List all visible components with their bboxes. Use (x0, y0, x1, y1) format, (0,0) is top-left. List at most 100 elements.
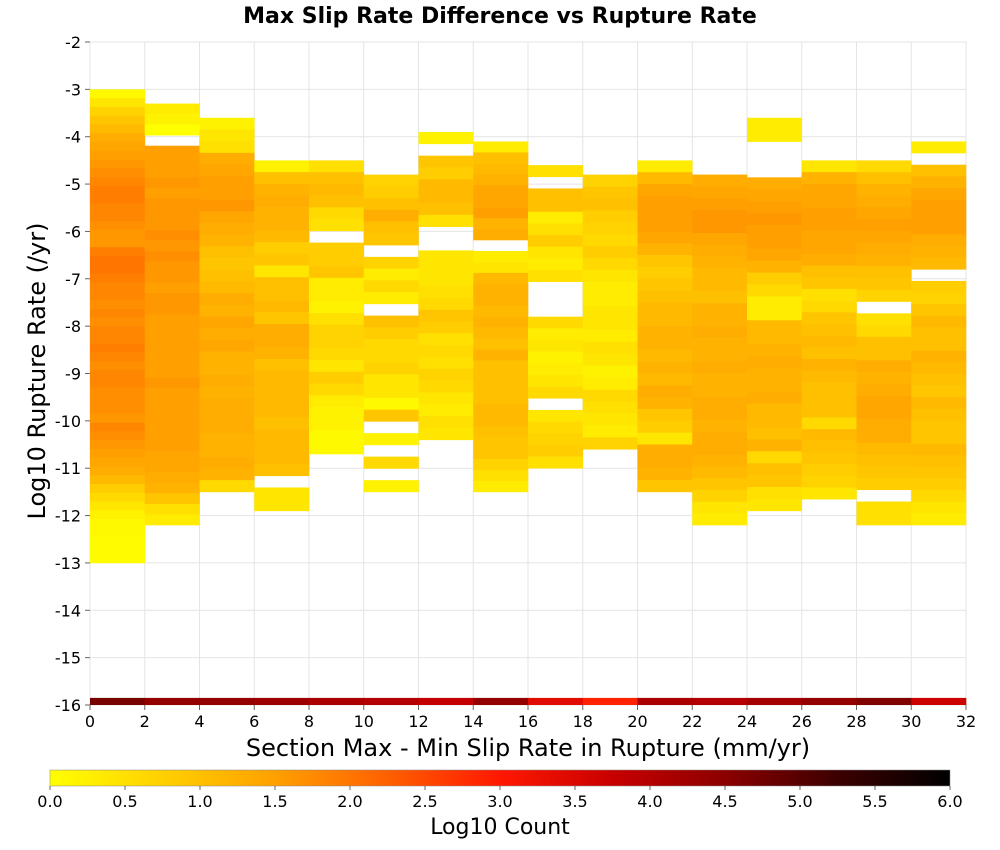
heatmap-cell (254, 312, 310, 325)
heatmap-cell (856, 430, 912, 444)
heatmap-cell (144, 230, 200, 241)
heatmap-cell (90, 475, 146, 485)
y-tick-label: -12 (55, 507, 81, 526)
y-tick-label: -14 (55, 601, 81, 620)
heatmap-cell (418, 179, 474, 192)
heatmap-cell (199, 199, 255, 212)
heatmap-cell (199, 410, 255, 423)
heatmap-cell (582, 186, 638, 199)
x-tick-label: 18 (573, 712, 593, 731)
heatmap-cell (692, 197, 748, 210)
heatmap-cell (692, 489, 748, 502)
heatmap-cell (801, 207, 857, 220)
heatmap-cell (309, 430, 365, 443)
heatmap-cell (309, 371, 365, 384)
heatmap-cell (528, 200, 584, 213)
heatmap-cell (418, 214, 474, 227)
heatmap-cell (144, 251, 200, 262)
heatmap-cell (637, 314, 693, 327)
heatmap-cell (747, 296, 803, 309)
heatmap-cell (801, 358, 857, 371)
x-tick-label: 22 (682, 712, 702, 731)
heatmap-cell (90, 194, 146, 204)
heatmap-cell (254, 464, 310, 477)
colorbar-ticks: 0.0 0.5 1.0 1.5 2.0 2.5 3.0 3.5 4.0 4.5 5.0 5.5 6.0 (37, 786, 963, 811)
heatmap-cell (199, 445, 255, 458)
heatmap-cell (418, 167, 474, 180)
heatmap-cell (309, 183, 365, 196)
heatmap-cell (144, 335, 200, 347)
heatmap-cell (637, 278, 693, 291)
heatmap-cell (856, 278, 912, 291)
heatmap-cell (199, 398, 255, 411)
heatmap-cell (254, 253, 310, 266)
heatmap-cell (692, 349, 748, 362)
heatmap-cell (473, 272, 529, 285)
heatmap-cell (90, 510, 146, 520)
heatmap-cell (90, 352, 146, 362)
heatmap-cell (637, 432, 693, 445)
heatmap-cell (911, 292, 967, 305)
heatmap-cell (90, 457, 146, 467)
heatmap-cell (801, 417, 857, 430)
heatmap-cell (473, 207, 529, 219)
heatmap-cell (856, 407, 912, 420)
heatmap-cell (582, 329, 638, 343)
heatmap-cell (582, 365, 638, 378)
heatmap-cell (418, 131, 474, 145)
heatmap-cell (199, 141, 255, 154)
heatmap-cell (801, 253, 857, 266)
heatmap-cell (528, 270, 584, 282)
heatmap-cell (418, 297, 474, 310)
heatmap-cell (528, 421, 584, 434)
heatmap-cell (692, 419, 748, 432)
heatmap-cell (911, 420, 967, 433)
heatmap-cell (90, 519, 146, 529)
y-tick-label: -10 (55, 412, 81, 431)
heatmap-cell (528, 444, 584, 457)
heatmap-cell (801, 160, 857, 173)
heatmap-cell (144, 198, 200, 210)
x-tick-label: 6 (249, 712, 259, 731)
heatmap-cell-bottom (582, 697, 638, 705)
heatmap-cell (692, 303, 748, 316)
heatmap-cell (637, 160, 693, 173)
heatmap-cell (144, 419, 200, 431)
heatmap-cell (144, 345, 200, 357)
heatmap-cell (90, 448, 146, 458)
heatmap-cell (144, 324, 200, 336)
x-tick-label: 16 (518, 712, 538, 731)
heatmap-cell (90, 89, 146, 99)
heatmap-cell (692, 501, 748, 514)
heatmap-cell (747, 189, 803, 202)
heatmap-cell (254, 183, 310, 196)
heatmap-cell (747, 367, 803, 381)
heatmap-cell (856, 360, 912, 373)
heatmap-cell (473, 393, 529, 405)
heatmap-cell (911, 176, 967, 189)
heatmap-cell (144, 272, 200, 283)
heatmap-cell (199, 234, 255, 247)
heatmap-cell (747, 332, 803, 345)
heatmap-cell (309, 301, 365, 314)
heatmap-cell (637, 361, 693, 374)
heatmap-cell (309, 195, 365, 208)
y-tick-label: -11 (55, 459, 81, 478)
heatmap-cell (692, 314, 748, 327)
heatmap-cell (747, 272, 803, 285)
heatmap-cell (418, 250, 474, 263)
heatmap-cell (90, 106, 146, 116)
heatmap-cell (692, 373, 748, 386)
heatmap-cell (801, 218, 857, 231)
heatmap-cell (199, 222, 255, 235)
heatmap-cell (582, 222, 638, 235)
heatmap-cell (254, 207, 310, 220)
heatmap-cell (692, 186, 748, 199)
heatmap-cell (90, 177, 146, 187)
heatmap-cell (856, 254, 912, 267)
heatmap-cell (254, 195, 310, 208)
heatmap-cell (692, 221, 748, 234)
heatmap-cell (254, 429, 310, 442)
heatmap-cell (582, 413, 638, 426)
